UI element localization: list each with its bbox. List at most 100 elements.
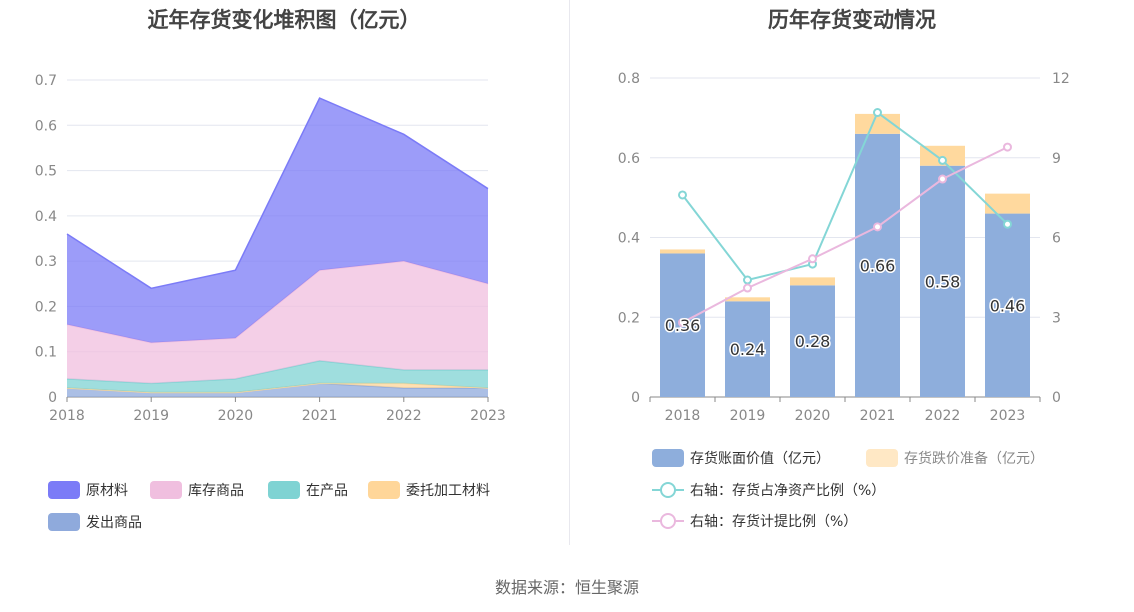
left-chart-title: 近年存货变化堆积图（亿元） [147, 8, 421, 32]
bar-book-value [855, 133, 900, 397]
bar-y-tick-label: 0.4 [618, 231, 640, 247]
line-series [682, 146, 1008, 324]
line-point [938, 155, 947, 165]
right-legend: 存货账面价值（亿元） 存货跌价准备（亿元） 右轴：存货占净资产比例（%） 右轴：存货计… [570, 440, 1134, 540]
area-x-tick-label: 2023 [470, 408, 506, 424]
bar-y-tick-label: 0.6 [618, 151, 640, 167]
area-y-tick-label: 0.2 [35, 299, 57, 315]
line-point [678, 318, 687, 328]
area-series-委托加工材料 [67, 383, 488, 393]
area-y-tick-label: 0.5 [35, 164, 57, 180]
stacked-area-chart-panel: 近年存货变化堆积图（亿元） 0 0.1 0.2 0.3 0.4 0.5 0.6 0.7 2018… [0, 0, 568, 560]
area-y-tick-label: 0.1 [35, 345, 57, 361]
bar-impairment [790, 277, 835, 286]
left-legend-item[interactable]: 在产品 [268, 480, 348, 500]
legend-label: 原材料 [86, 483, 128, 499]
legend-label: 右轴：存货占净资产比例（%） [690, 483, 886, 499]
area-series-edge [66, 97, 489, 290]
line-point [808, 254, 817, 264]
bar-y-tick-label: 0.2 [618, 310, 640, 326]
bar-data-label: 0.58 [925, 272, 961, 291]
bar-book-value [725, 301, 770, 397]
line-point [743, 283, 752, 293]
bar-y-tick-label: 0 [631, 390, 640, 406]
line-point [938, 174, 947, 184]
bar-x-tick-label: 2019 [730, 408, 766, 424]
area-y-tick-label: 0.4 [35, 209, 57, 225]
legend-label: 库存商品 [188, 483, 244, 499]
left-legend-item[interactable]: 发出商品 [48, 512, 142, 532]
bar-x-tick-label: 2021 [860, 408, 896, 424]
stacked-area-chart: 0 0.1 0.2 0.3 0.4 0.5 0.6 0.7 2018 2019 2020 2021 20… [35, 73, 506, 424]
legend-swatch [652, 481, 684, 499]
bar-data-label: 0.46 [990, 296, 1026, 315]
area-series-库存商品 [67, 261, 488, 384]
left-legend-item[interactable]: 原材料 [48, 480, 128, 500]
right-legend-item[interactable]: 右轴：存货计提比例（%） [652, 511, 857, 531]
legend-swatch [268, 481, 300, 499]
area-x-tick-label: 2022 [386, 408, 422, 424]
bar-line-chart-panel: 历年存货变动情况 0 0.2 0.4 0.6 0.8 0 3 6 9 12 2018 2019 2020… [570, 0, 1134, 560]
bar-data-label: 0.28 [795, 332, 831, 351]
area-x-tick-label: 2019 [133, 408, 169, 424]
legend-swatch [652, 449, 684, 467]
panel-divider [569, 0, 570, 545]
area-y-tick-label: 0.7 [35, 73, 57, 89]
area-series-在产品 [67, 360, 488, 393]
bar-data-label: 0.24 [730, 340, 766, 359]
bar-y2-tick-label: 12 [1052, 71, 1070, 87]
legend-label: 委托加工材料 [406, 483, 490, 499]
area-x-tick-label: 2018 [49, 408, 85, 424]
bar-data-label: 0.36 [665, 316, 701, 335]
left-legend: 原材料 库存商品 在产品 委托加工材料发出商品 [0, 470, 568, 550]
line-point [743, 275, 752, 285]
bar-impairment [855, 113, 900, 134]
bar-book-value [985, 213, 1030, 397]
legend-marker [660, 513, 676, 529]
bar-x-tick-label: 2018 [665, 408, 701, 424]
bar-y2-tick-label: 6 [1052, 231, 1061, 247]
bar-data-label: 0.66 [860, 256, 896, 275]
line-point [873, 222, 882, 232]
bar-book-value [920, 165, 965, 397]
legend-swatch [368, 481, 400, 499]
bar-y-tick-label: 0.8 [618, 71, 640, 87]
bar-x-tick-label: 2022 [925, 408, 961, 424]
area-x-tick-label: 2021 [302, 408, 338, 424]
bar-y2-tick-label: 3 [1052, 310, 1061, 326]
bar-impairment [985, 193, 1030, 214]
left-legend-item[interactable]: 库存商品 [150, 480, 244, 500]
bar-x-tick-label: 2023 [990, 408, 1026, 424]
area-y-tick-label: 0.6 [35, 118, 57, 134]
right-legend-item[interactable]: 存货账面价值（亿元） [652, 448, 830, 468]
line-point [678, 190, 687, 200]
right-legend-item[interactable]: 存货跌价准备（亿元） [866, 448, 1044, 468]
line-point [1003, 219, 1012, 229]
line-point [873, 108, 882, 118]
right-legend-item[interactable]: 右轴：存货占净资产比例（%） [652, 480, 885, 500]
area-series-原材料 [67, 98, 488, 343]
legend-swatch [866, 449, 898, 467]
legend-label: 存货跌价准备（亿元） [904, 451, 1044, 467]
bar-impairment [725, 297, 770, 302]
bar-impairment [920, 145, 965, 166]
bar-impairment [660, 249, 705, 254]
legend-label: 在产品 [306, 483, 348, 499]
area-y-tick-label: 0 [48, 390, 57, 406]
area-series-发出商品 [67, 383, 488, 397]
left-legend-item[interactable]: 委托加工材料 [368, 480, 490, 500]
legend-swatch [150, 481, 182, 499]
data-source-note: 数据来源：恒生聚源 [494, 578, 639, 597]
legend-swatch [48, 481, 80, 499]
right-chart-title: 历年存货变动情况 [768, 8, 936, 32]
bar-x-tick-label: 2020 [795, 408, 831, 424]
legend-label: 存货账面价值（亿元） [690, 451, 830, 467]
legend-marker [660, 482, 676, 498]
legend-label: 发出商品 [86, 515, 142, 531]
line-series [681, 111, 1009, 282]
legend-swatch [652, 512, 684, 530]
bar-y2-tick-label: 9 [1052, 151, 1061, 167]
bar-y2-tick-label: 0 [1052, 390, 1061, 406]
bar-book-value [790, 285, 835, 397]
line-point [1003, 142, 1012, 152]
